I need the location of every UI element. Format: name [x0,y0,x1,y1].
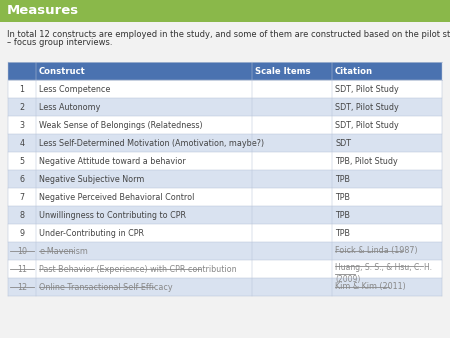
Bar [8,260,442,278]
Text: 6: 6 [19,174,24,184]
Text: Scale Items: Scale Items [255,67,310,75]
Text: Negative Subjective Norm: Negative Subjective Norm [39,174,144,184]
Text: Huang, S. S., & Hsu, C. H.
(2009): Huang, S. S., & Hsu, C. H. (2009) [335,263,432,284]
Bar [8,62,442,80]
Text: 11: 11 [17,265,27,273]
Bar [8,170,442,188]
Text: Foick & Linda (1987): Foick & Linda (1987) [335,246,418,256]
Bar [8,80,442,98]
Text: SDT, Pilot Study: SDT, Pilot Study [335,102,399,112]
Bar [8,278,442,296]
Text: Kim & Kim (2011): Kim & Kim (2011) [335,283,406,291]
Text: SDT, Pilot Study: SDT, Pilot Study [335,84,399,94]
Text: 12: 12 [17,283,27,291]
Bar [8,116,442,134]
Text: 9: 9 [19,228,25,238]
Text: SDT, Pilot Study: SDT, Pilot Study [335,121,399,129]
Bar [8,242,442,260]
Text: Under-Contributing in CPR: Under-Contributing in CPR [39,228,144,238]
Text: Past Behavior (Experience) with CPR contribution: Past Behavior (Experience) with CPR cont… [39,265,237,273]
Text: TPB: TPB [335,174,350,184]
Text: e-Mavenism: e-Mavenism [39,246,88,256]
Text: TPB: TPB [335,228,350,238]
Bar [0,0,450,22]
Text: Weak Sense of Belongings (Relatedness): Weak Sense of Belongings (Relatedness) [39,121,202,129]
Text: Unwillingness to Contributing to CPR: Unwillingness to Contributing to CPR [39,211,186,219]
Text: 2: 2 [19,102,25,112]
Text: TPB: TPB [335,211,350,219]
Text: Less Self-Determined Motivation (Amotivation, maybe?): Less Self-Determined Motivation (Amotiva… [39,139,264,147]
Text: Negative Attitude toward a behavior: Negative Attitude toward a behavior [39,156,186,166]
Text: 4: 4 [19,139,24,147]
Text: In total 12 constructs are employed in the study, and some of them are construct: In total 12 constructs are employed in t… [7,30,450,39]
Bar [8,188,442,206]
Text: 3: 3 [19,121,24,129]
Text: Less Competence: Less Competence [39,84,110,94]
Text: Online Transactional Self-Efficacy: Online Transactional Self-Efficacy [39,283,173,291]
Text: SDT: SDT [335,139,351,147]
Text: – focus group interviews.: – focus group interviews. [7,38,112,47]
Text: TPB: TPB [335,193,350,201]
Text: 5: 5 [19,156,25,166]
Bar [8,98,442,116]
Text: TPB, Pilot Study: TPB, Pilot Study [335,156,398,166]
Text: Measures: Measures [7,4,79,18]
Text: Construct: Construct [39,67,86,75]
Bar [8,152,442,170]
Text: 10: 10 [17,246,27,256]
Bar [8,224,442,242]
Text: Citation: Citation [335,67,373,75]
Bar [8,134,442,152]
Bar [8,206,442,224]
Text: 1: 1 [19,84,24,94]
Text: 7: 7 [19,193,25,201]
Text: 8: 8 [19,211,24,219]
Text: Less Autonomy: Less Autonomy [39,102,100,112]
Text: Negative Perceived Behavioral Control: Negative Perceived Behavioral Control [39,193,194,201]
